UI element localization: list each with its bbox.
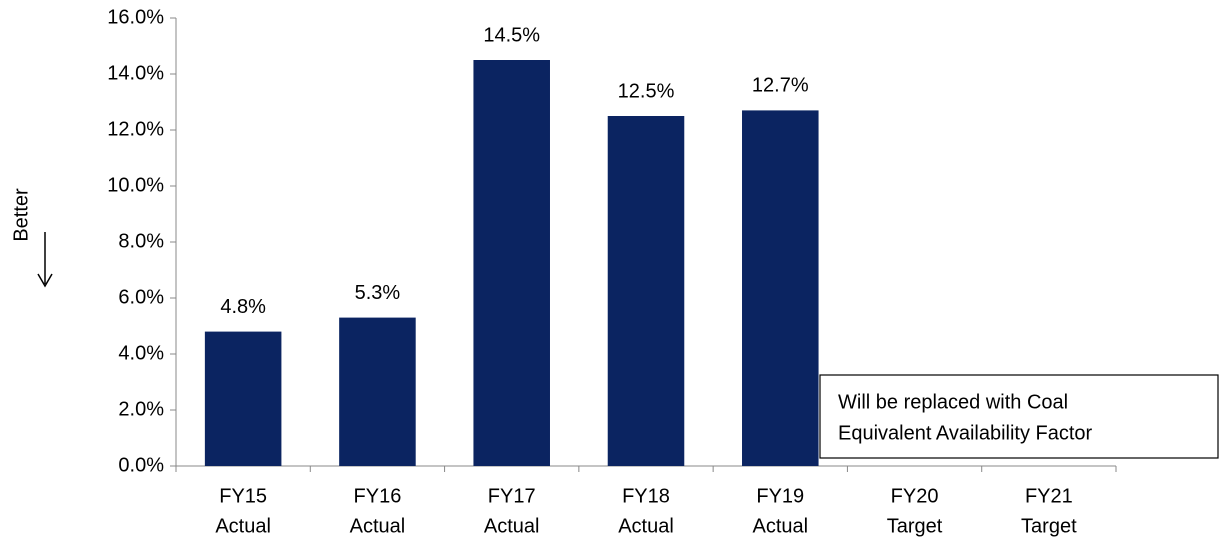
bar: [742, 110, 819, 467]
better-label: Better: [10, 188, 32, 242]
annotation-box: [819, 374, 1219, 459]
value-label: 4.8%: [220, 296, 266, 318]
value-label: 14.5%: [483, 24, 540, 46]
x-tick-label: FY15: [219, 485, 267, 507]
bar: [339, 317, 416, 466]
y-tick-label: 4.0%: [118, 342, 164, 364]
x-tick-label: Actual: [484, 515, 540, 537]
x-tick-label: Actual: [350, 515, 406, 537]
y-tick-label: 16.0%: [107, 6, 164, 28]
value-label: 5.3%: [355, 282, 401, 304]
value-label: 12.7%: [752, 75, 809, 97]
x-tick-label: Target: [1021, 515, 1077, 537]
x-tick-label: FY18: [622, 485, 670, 507]
x-tick-label: FY19: [756, 485, 804, 507]
y-tick-label: 12.0%: [107, 118, 164, 140]
x-tick-label: Actual: [618, 515, 674, 537]
x-tick-label: Actual: [215, 515, 271, 537]
x-tick-label: FY20: [891, 485, 939, 507]
y-tick-label: 2.0%: [118, 398, 164, 420]
bar: [473, 60, 550, 466]
y-tick-label: 14.0%: [107, 62, 164, 84]
y-tick-label: 8.0%: [118, 230, 164, 252]
y-tick-label: 10.0%: [107, 174, 164, 196]
x-tick-label: FY16: [354, 485, 402, 507]
bar: [204, 331, 282, 466]
y-tick-label: 6.0%: [118, 286, 164, 308]
value-label: 12.5%: [618, 80, 675, 102]
better-arrow-head: [37, 273, 53, 288]
x-tick-label: Target: [887, 515, 943, 537]
y-tick-label: 0.0%: [118, 454, 164, 476]
annotation-line: Will be replaced with Coal: [838, 391, 1068, 413]
bar: [607, 116, 685, 466]
x-tick-label: FY21: [1025, 485, 1073, 507]
x-tick-label: Actual: [752, 515, 808, 537]
x-tick-label: FY17: [488, 485, 536, 507]
annotation-line: Equivalent Availability Factor: [838, 422, 1093, 444]
